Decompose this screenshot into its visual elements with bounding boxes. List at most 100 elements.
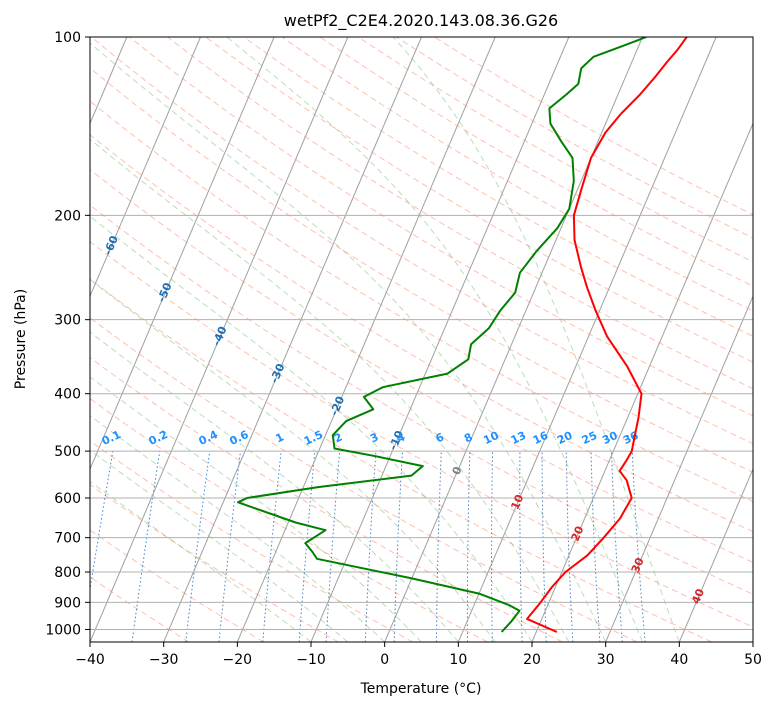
mixing-ratio-line (631, 451, 646, 642)
moist-adiabat (392, 37, 680, 642)
isotherm-label: -40 (210, 324, 230, 348)
mixing-ratio-label: 3 (368, 430, 380, 445)
moist-adiabat (90, 480, 312, 642)
isotherm-label: -30 (268, 361, 288, 385)
mixing-ratio-label: 16 (531, 429, 551, 447)
x-tick-label: −10 (296, 652, 326, 668)
mixing-ratio-label: 0.2 (147, 428, 170, 448)
mixing-ratio-line (185, 451, 211, 642)
mixing-ratio-line (435, 451, 442, 642)
dry-adiabat (90, 356, 563, 642)
dry-adiabat (90, 440, 414, 642)
sounding-profiles (237, 37, 688, 633)
mixing-ratio-line (298, 451, 316, 642)
x-axis-label: Temperature (°C) (360, 681, 482, 697)
isotherm-label: -80 (0, 129, 18, 153)
x-tick-label: 30 (597, 652, 615, 668)
moist-adiabat (90, 42, 607, 642)
isotherm (90, 37, 349, 642)
y-tick-label: 700 (54, 531, 81, 547)
dry-adiabat (281, 37, 753, 312)
isotherm-label: 40 (689, 586, 707, 605)
isotherm-label: 0 (450, 464, 465, 476)
dry-adiabat (129, 37, 753, 417)
mixing-ratio-label: 30 (600, 429, 620, 447)
x-tick-label: 10 (449, 652, 467, 668)
mixing-ratio-label: 8 (462, 430, 474, 445)
moist-adiabat (90, 449, 349, 642)
dry-adiabat (434, 37, 753, 216)
mixing-ratio-line (90, 451, 114, 593)
mixing-ratio-label: 1 (273, 430, 285, 445)
y-tick-label: 400 (54, 387, 81, 403)
dry-adiabat (357, 37, 753, 263)
dry-adiabat (90, 484, 339, 642)
profile-line (237, 37, 647, 633)
dry-adiabat (90, 168, 753, 564)
isotherm (605, 295, 753, 642)
mixing-ratio-labels: 0.1 0.2 0.4 0.6 1 1.5 2 3 4 6 8 10 13 16 20 25 30 36 (100, 428, 641, 448)
x-tick-label: 50 (744, 652, 762, 668)
isotherm (90, 37, 275, 471)
dry-adiabat (90, 317, 638, 642)
isotherm-label: 20 (569, 524, 587, 543)
x-tick-label: −40 (75, 652, 105, 668)
mixing-ratio-label: 6 (434, 430, 447, 445)
mixing-ratio-label: 0.4 (197, 428, 220, 448)
dry-adiabat (90, 204, 753, 595)
isotherm (310, 37, 570, 642)
mixing-ratio-label: 25 (580, 429, 599, 447)
isotherm-label: 10 (508, 492, 526, 511)
x-tick-label: −20 (223, 652, 253, 668)
dry-adiabat (90, 397, 488, 642)
mixing-ratio-label: 20 (555, 429, 575, 447)
moist-adiabat (90, 331, 459, 642)
isotherm-label: -50 (155, 280, 175, 304)
mixing-ratio-line (565, 451, 574, 642)
mixing-ratio-label: 36 (621, 429, 641, 447)
y-tick-label: 900 (54, 595, 81, 611)
chart-title: wetPf2_C2E4.2020.143.08.36.G26 (284, 11, 558, 31)
x-tick-label: 0 (380, 652, 389, 668)
dry-adiabat (205, 37, 753, 363)
isotherm-label: -20 (328, 394, 348, 418)
y-tick-label: 1000 (45, 622, 81, 638)
dry-adiabat (90, 278, 712, 642)
mixing-ratio-label: 10 (481, 429, 501, 447)
y-tick-label: 200 (54, 208, 81, 224)
x-tick-label: −30 (149, 652, 179, 668)
moist-adiabat (90, 278, 496, 642)
mixing-ratio-line (491, 451, 494, 642)
dry-adiabat (90, 100, 753, 503)
x-axis-ticks: −40 −30 −20 −10 0 10 20 30 40 50 (75, 642, 762, 668)
isotherm-label: 30 (629, 555, 647, 574)
isotherm (163, 37, 422, 642)
pressure-gridlines (90, 37, 753, 630)
isotherm (752, 640, 753, 642)
mixing-ratio-label: 0.1 (100, 428, 123, 448)
moist-adiabat (90, 376, 422, 642)
mixing-ratio-line (218, 451, 241, 642)
moist-adiabat (90, 415, 386, 642)
moist-adiabat (90, 215, 533, 642)
dry-adiabat (90, 37, 753, 445)
dry-adiabat (90, 529, 264, 642)
isotherm-label: -70 (52, 176, 72, 200)
moist-adiabat (226, 37, 643, 642)
y-tick-label: 500 (54, 444, 81, 460)
dry-adiabat (243, 37, 753, 337)
isotherm (678, 467, 753, 642)
y-axis-ticks: 100 200 300 400 500 600 700 800 900 1000 (45, 30, 90, 638)
isotherm-label: -60 (101, 233, 121, 257)
dry-adiabat (90, 241, 753, 628)
isotherm (531, 122, 753, 642)
background-lines (90, 37, 753, 642)
dry-adiabat (167, 37, 753, 390)
isotherm (90, 37, 201, 298)
mixing-ratio-line (519, 451, 523, 642)
isotherm (384, 37, 643, 642)
y-axis-label: Pressure (hPa) (13, 289, 29, 389)
moist-adiabat (90, 138, 570, 642)
